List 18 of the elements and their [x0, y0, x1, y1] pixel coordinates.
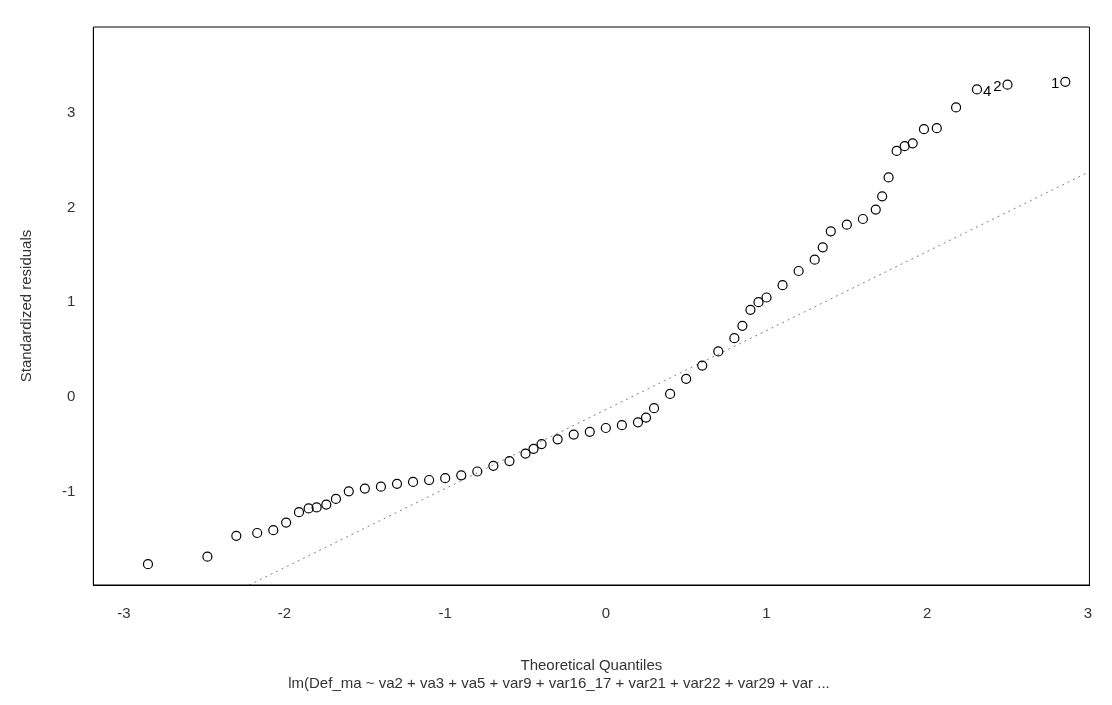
y-tick-label: 1 — [66, 292, 76, 310]
y-tick-label: -1 — [61, 481, 76, 499]
x-tick-label: -1 — [438, 604, 452, 622]
annotation: 2 — [993, 76, 1002, 94]
text: lm(Def_ma ~ va2 + va3 + va5 + var9 + var16_17 + var21 + var22 + var29 + var ... — [288, 674, 830, 692]
x-tick-label: 3 — [1083, 604, 1092, 622]
y-tick-label: 0 — [66, 386, 76, 404]
x-tick-label: 2 — [922, 604, 932, 622]
x-axis-title: Theoretical Quantiles — [520, 656, 663, 674]
y-axis-title: Standardized residuals — [17, 229, 35, 383]
x-tick-label: -2 — [277, 604, 292, 622]
annotation: 1 — [1050, 73, 1060, 91]
x-tick-label: 0 — [601, 604, 611, 622]
y-tick-label: 3 — [66, 103, 76, 121]
x-tick-label: 1 — [762, 604, 771, 622]
x-tick-label: -3 — [117, 604, 131, 622]
y-tick-label: 2 — [66, 197, 76, 215]
annotation: 4 — [982, 81, 992, 99]
